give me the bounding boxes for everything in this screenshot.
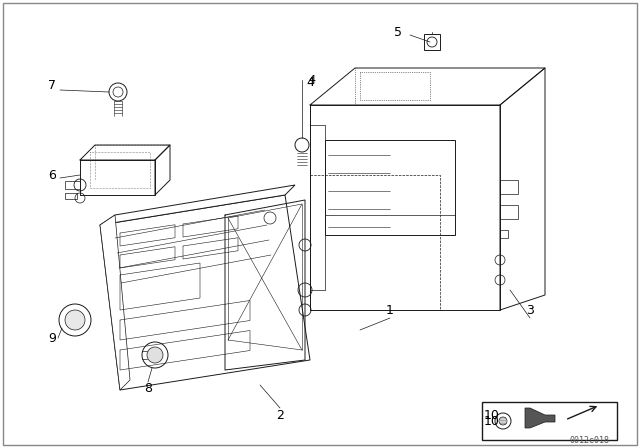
Circle shape <box>147 347 163 363</box>
Circle shape <box>65 310 85 330</box>
Text: 10: 10 <box>484 409 500 422</box>
Polygon shape <box>525 408 555 428</box>
Polygon shape <box>100 195 310 390</box>
Bar <box>65 181 80 189</box>
Text: 4: 4 <box>308 75 315 85</box>
Polygon shape <box>100 215 130 390</box>
Bar <box>65 193 77 199</box>
Text: 5: 5 <box>394 26 402 39</box>
Bar <box>500 230 508 238</box>
Text: 3: 3 <box>526 303 534 316</box>
Polygon shape <box>100 185 295 225</box>
Text: 4: 4 <box>306 76 314 89</box>
Bar <box>325 140 455 235</box>
Text: 8: 8 <box>144 382 152 395</box>
Text: 1: 1 <box>386 303 394 316</box>
Text: 0012c018: 0012c018 <box>570 435 610 444</box>
Text: 2: 2 <box>276 409 284 422</box>
Text: 7: 7 <box>48 78 56 91</box>
Bar <box>500 180 518 194</box>
Bar <box>424 34 440 50</box>
Text: 6: 6 <box>48 168 56 181</box>
Bar <box>482 402 617 440</box>
Text: 10: 10 <box>484 414 500 427</box>
Text: 9: 9 <box>48 332 56 345</box>
Bar <box>500 205 518 219</box>
